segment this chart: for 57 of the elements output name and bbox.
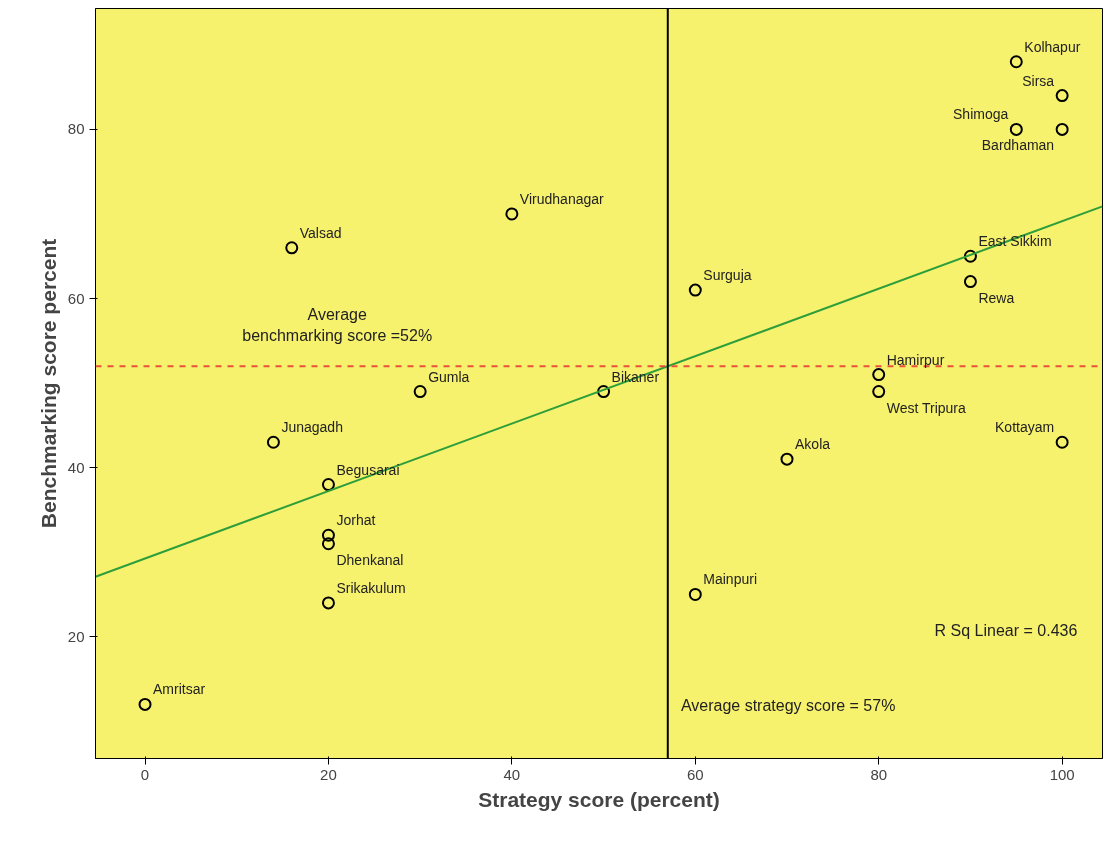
data-label: Bardhaman xyxy=(981,137,1055,154)
point xyxy=(688,587,702,601)
point xyxy=(266,435,280,449)
x-tick-label: 40 xyxy=(503,765,521,783)
data-label: Dhenkanal xyxy=(336,551,404,568)
point xyxy=(597,385,611,399)
data-label: Kottayam xyxy=(995,419,1055,436)
data-label: Gumla xyxy=(428,368,470,385)
data-label: Sirsa xyxy=(1022,72,1055,89)
data-label: Amritsar xyxy=(153,681,206,698)
data-label: West Tripura xyxy=(886,399,967,416)
y-tick-label: 60 xyxy=(67,289,85,307)
point xyxy=(1009,55,1023,69)
y-axis-title: Benchmarking score percent xyxy=(36,238,60,529)
ref-line-label: Average strategy score = 57% xyxy=(680,696,896,714)
point xyxy=(1055,89,1069,103)
point xyxy=(1009,122,1023,136)
data-label: Surguja xyxy=(703,267,752,284)
point xyxy=(1055,122,1069,136)
point xyxy=(321,537,335,551)
point xyxy=(872,385,886,399)
point xyxy=(963,275,977,289)
point xyxy=(688,283,702,297)
data-label: Jorhat xyxy=(336,512,376,529)
y-tick-label: 80 xyxy=(67,120,85,138)
data-label: Mainpuri xyxy=(703,571,757,588)
point xyxy=(321,528,335,542)
point xyxy=(285,241,299,255)
data-label: Valsad xyxy=(299,224,342,241)
x-axis-title: Strategy score (percent) xyxy=(478,787,720,811)
x-tick-label: 60 xyxy=(686,765,704,783)
point xyxy=(1055,435,1069,449)
data-label: Kolhapur xyxy=(1024,38,1081,55)
data-label: Rewa xyxy=(978,289,1015,306)
data-label: Shimoga xyxy=(953,106,1009,123)
point xyxy=(413,385,427,399)
data-label: Junagadh xyxy=(281,419,343,436)
x-tick-label: 100 xyxy=(1049,765,1075,783)
ref-line-label: Average benchmarking score =52% xyxy=(242,306,433,344)
point xyxy=(872,368,886,382)
annotation: R Sq Linear = 0.436 xyxy=(934,621,1078,639)
x-tick-label: 80 xyxy=(870,765,888,783)
point xyxy=(321,596,335,610)
data-label: Hamirpur xyxy=(886,351,945,368)
y-tick-label: 40 xyxy=(67,458,85,476)
point xyxy=(780,452,794,466)
data-label: Srikakulum xyxy=(336,579,406,596)
data-label: Akola xyxy=(795,436,831,453)
data-label: Virudhanagar xyxy=(519,190,605,207)
point xyxy=(505,207,519,221)
y-tick-label: 20 xyxy=(67,627,85,645)
point xyxy=(138,697,152,711)
x-tick-label: 0 xyxy=(140,765,150,783)
point xyxy=(963,249,977,263)
point xyxy=(321,478,335,492)
data-label: East Sikkim xyxy=(978,233,1052,250)
x-tick-label: 20 xyxy=(320,765,337,783)
